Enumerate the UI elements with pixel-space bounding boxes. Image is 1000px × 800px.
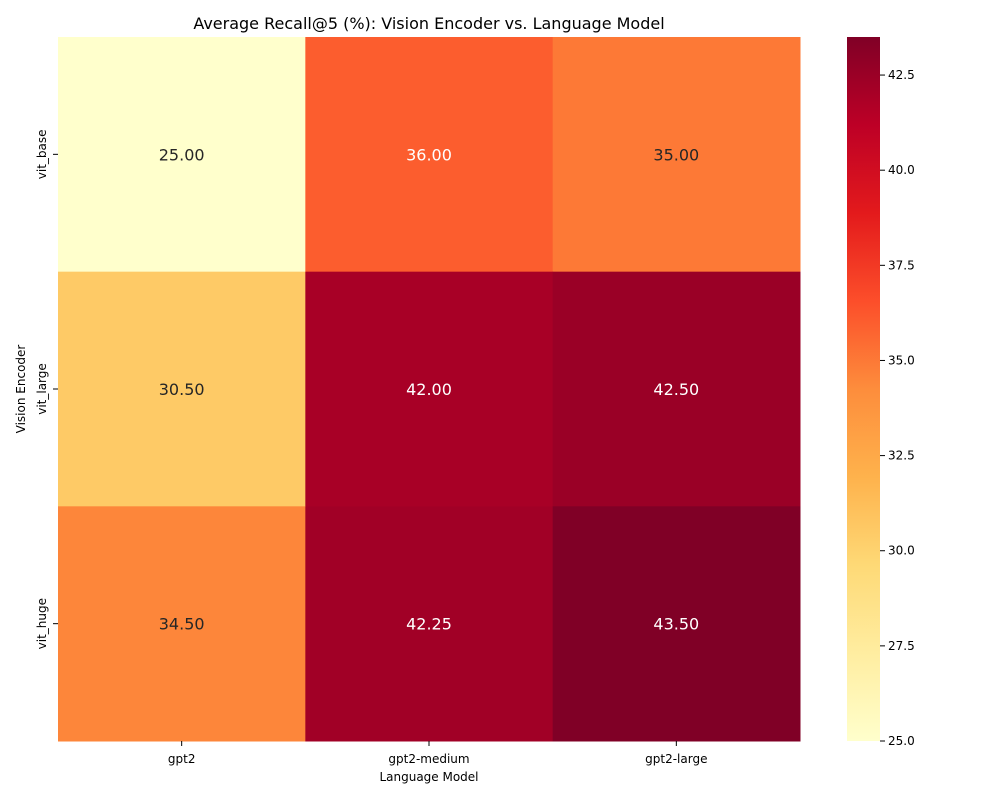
cell-value-label: 34.50 [159, 615, 205, 634]
y-tick-label: vit_huge [35, 598, 49, 649]
heatmap-cell [552, 37, 801, 273]
colorbar-tick-label: 42.5 [888, 68, 915, 82]
x-tick-label: gpt2-large [645, 752, 707, 766]
cell-value-label: 42.25 [406, 615, 452, 634]
colorbar [847, 37, 880, 741]
colorbar-tick-label: 27.5 [888, 639, 915, 653]
heatmap-cells: 25.00 36.00 35.00 30.50 42.00 42.50 34.50 42.25… [58, 37, 801, 742]
cell-value-label: 30.50 [159, 380, 205, 399]
cell-value-label: 42.50 [653, 380, 699, 399]
x-tick-label: gpt2-medium [388, 752, 469, 766]
cell-value-label: 35.00 [653, 145, 699, 164]
cell-value-label: 42.00 [406, 380, 452, 399]
cell-value-label: 36.00 [406, 145, 452, 164]
colorbar-tick-label: 37.5 [888, 258, 915, 272]
heatmap-cell [58, 37, 306, 273]
y-axis-label: Vision Encoder [14, 345, 28, 434]
y-tick-label: vit_base [35, 129, 49, 179]
colorbar-tick-label: 32.5 [888, 449, 915, 463]
y-tick-label: vit_large [35, 363, 49, 415]
heatmap-cell [58, 506, 306, 742]
colorbar-tick-label: 40.0 [888, 163, 915, 177]
colorbar-tick-label: 30.0 [888, 544, 915, 558]
cell-value-label: 43.50 [653, 615, 699, 634]
x-axis: gpt2 gpt2-medium gpt2-large [168, 741, 707, 766]
heatmap-cell [305, 271, 554, 507]
x-tick-label: gpt2 [168, 752, 196, 766]
colorbar-ticks: 25.0 27.5 30.0 32.5 35.0 37.5 40.0 42.5 [880, 68, 915, 748]
chart-title: Average Recall@5 (%): Vision Encoder vs.… [193, 14, 664, 33]
colorbar-tick-label: 35.0 [888, 353, 915, 367]
y-axis: vit_base vit_large vit_huge [35, 129, 58, 649]
heatmap-cell [552, 506, 801, 742]
cell-value-label: 25.00 [159, 145, 205, 164]
heatmap-cell [305, 37, 554, 273]
heatmap-cell [58, 271, 306, 507]
x-axis-label: Language Model [379, 770, 478, 784]
heatmap-cell [305, 506, 554, 742]
colorbar-tick-label: 25.0 [888, 734, 915, 748]
heatmap-cell [552, 271, 801, 507]
